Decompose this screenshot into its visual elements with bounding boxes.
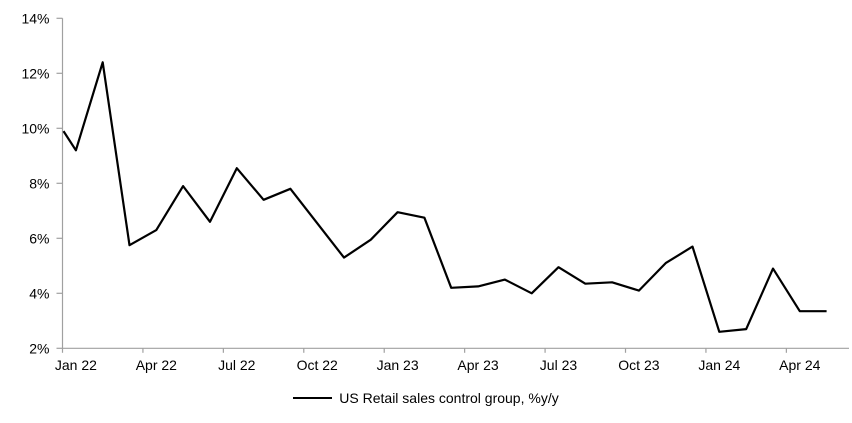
- legend-label: US Retail sales control group, %y/y: [339, 390, 559, 406]
- x-tick-label: Jan 24: [698, 357, 740, 373]
- x-tick-label: Jan 23: [377, 357, 419, 373]
- x-tick-label: Jul 22: [218, 357, 256, 373]
- legend-line-sample-icon: [293, 397, 333, 399]
- x-tick-label: Apr 23: [457, 357, 498, 373]
- legend: US Retail sales control group, %y/y: [0, 387, 852, 409]
- y-tick-label: 2%: [29, 340, 49, 356]
- x-tick-label: Oct 23: [618, 357, 659, 373]
- y-tick-label: 4%: [29, 285, 49, 301]
- x-tick-label: Oct 22: [297, 357, 338, 373]
- y-tick-label: 10%: [21, 120, 49, 136]
- x-tick-label: Apr 22: [136, 357, 177, 373]
- series-line: [62, 61, 827, 333]
- y-tick-label: 12%: [21, 65, 49, 81]
- x-tick-label: Apr 24: [779, 357, 820, 373]
- x-tick-label: Jul 23: [540, 357, 578, 373]
- y-tick-label: 14%: [21, 10, 49, 26]
- x-tick-label: Jan 22: [55, 357, 97, 373]
- y-tick-label: 6%: [29, 230, 49, 246]
- y-tick-label: 8%: [29, 175, 49, 191]
